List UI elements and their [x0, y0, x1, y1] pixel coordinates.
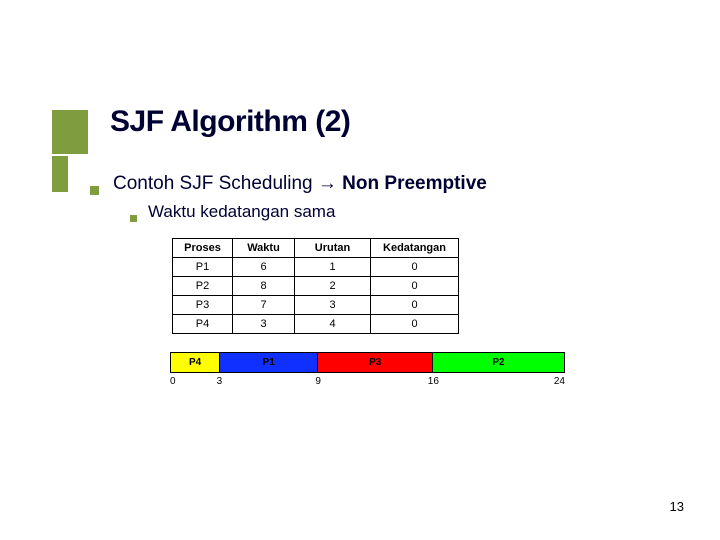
- table-cell: 2: [295, 277, 371, 296]
- gantt-segment: P4: [171, 353, 220, 372]
- table-row: P3730: [173, 296, 459, 315]
- gantt-tick: 16: [428, 376, 439, 387]
- gantt-segment: P1: [220, 353, 318, 372]
- process-table: ProsesWaktuUrutanKedatangan P1610P2820P3…: [172, 238, 459, 334]
- square-bullet-icon: [90, 186, 99, 195]
- gantt-tick: 3: [217, 376, 223, 387]
- table-cell: P3: [173, 296, 233, 315]
- line1-part-a: Contoh SJF Scheduling: [113, 173, 318, 194]
- table-cell: 3: [233, 315, 295, 334]
- table-cell: P2: [173, 277, 233, 296]
- table-cell: 8: [233, 277, 295, 296]
- table-cell: 0: [371, 258, 459, 277]
- table-row: P1610: [173, 258, 459, 277]
- table-cell: 4: [295, 315, 371, 334]
- table-cell: 7: [233, 296, 295, 315]
- table-row: P4340: [173, 315, 459, 334]
- bullet-item-2: Waktu kedatangan sama: [130, 202, 335, 222]
- table-cell: 6: [233, 258, 295, 277]
- arrow-icon: →: [318, 173, 337, 194]
- slide-title: SJF Algorithm (2): [110, 105, 350, 139]
- bullet-item-2-text: Waktu kedatangan sama: [148, 202, 335, 222]
- square-bullet-icon: [130, 215, 137, 222]
- page-number: 13: [670, 499, 684, 514]
- table-cell: P1: [173, 258, 233, 277]
- table-header: Proses: [173, 239, 233, 258]
- table-header: Urutan: [295, 239, 371, 258]
- bullet-item-1-text: Contoh SJF Scheduling → Non Preemptive: [113, 173, 487, 195]
- gantt-tick: 0: [170, 376, 176, 387]
- table-cell: P4: [173, 315, 233, 334]
- bullet-item-1: Contoh SJF Scheduling → Non Preemptive: [90, 173, 487, 195]
- title-accent-block: [52, 110, 88, 154]
- gantt-tick: 9: [315, 376, 321, 387]
- line1-part-b: Non Preemptive: [337, 173, 487, 194]
- table-row: P2820: [173, 277, 459, 296]
- table-cell: 1: [295, 258, 371, 277]
- table-cell: 0: [371, 315, 459, 334]
- table-cell: 3: [295, 296, 371, 315]
- gantt-tick: 24: [554, 376, 565, 387]
- gantt-chart: P4P1P3P2 0 3 9 16 24: [170, 352, 565, 387]
- table-header: Waktu: [233, 239, 295, 258]
- gantt-segment: P3: [318, 353, 433, 372]
- table-header: Kedatangan: [371, 239, 459, 258]
- title-accent-block-2: [52, 156, 68, 192]
- table-cell: 0: [371, 277, 459, 296]
- gantt-segment: P2: [433, 353, 564, 372]
- table-cell: 0: [371, 296, 459, 315]
